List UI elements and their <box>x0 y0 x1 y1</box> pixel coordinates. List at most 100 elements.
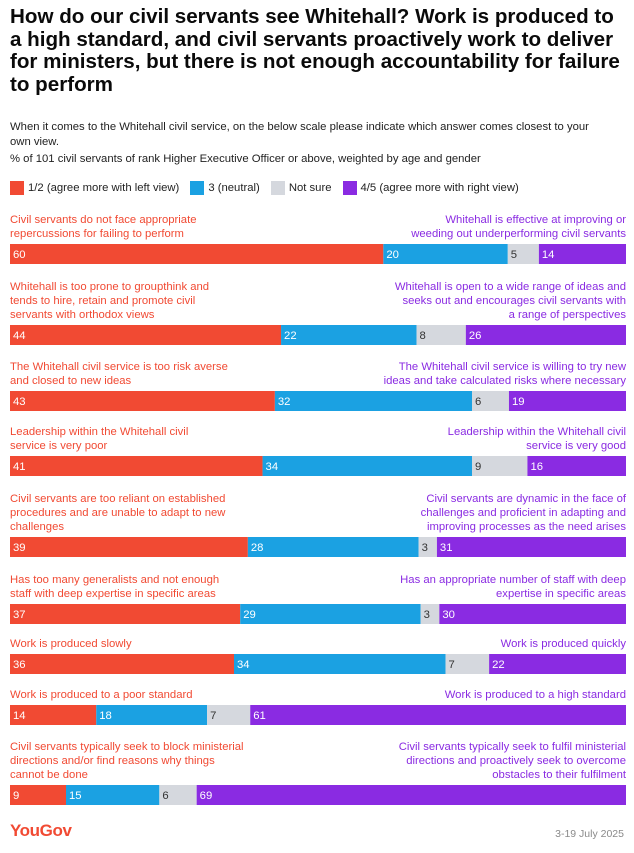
row-9-left-label: directions and/or find reasons why thing… <box>10 755 215 767</box>
chart-note: % of 101 civil servants of rank Higher E… <box>10 153 481 165</box>
row-9-left-label: cannot be done <box>10 769 88 781</box>
bar-value-not-sure: 5 <box>511 249 517 261</box>
bar-segment-right <box>489 654 626 674</box>
row-3-right-label: The Whitehall civil service is willing t… <box>399 361 627 373</box>
bar-segment-right <box>527 456 626 476</box>
row-8-left-label: Work is produced to a poor standard <box>10 689 193 701</box>
row-9-right-label: obstacles to their fulfilment <box>492 769 627 781</box>
bar-segment-neutral <box>247 537 419 557</box>
bar-segment-not-sure <box>472 456 528 476</box>
bar-value-left: 43 <box>13 396 26 408</box>
row-3-right-label: ideas and take calculated risks where ne… <box>384 375 627 387</box>
bar-segment-right <box>538 244 626 264</box>
bar-value-right: 61 <box>253 710 266 722</box>
row-1-left-label: repercussions for failing to perform <box>10 228 184 240</box>
row-1-left-label: Civil servants do not face appropriate <box>10 214 197 226</box>
legend-item-not-sure: Not sure <box>270 181 332 195</box>
bar-value-neutral: 29 <box>243 609 256 621</box>
bar-segment-neutral <box>274 391 472 411</box>
bar-value-left: 37 <box>13 609 26 621</box>
row-5-left-label: Civil servants are too reliant on establ… <box>10 493 225 505</box>
bar-value-not-sure: 7 <box>449 659 455 671</box>
bar-segment-right <box>465 325 626 345</box>
legend-label-left: 1/2 (agree more with left view) <box>28 182 180 194</box>
bar-segment-left <box>10 391 275 411</box>
legend-label-right: 4/5 (agree more with right view) <box>360 182 519 194</box>
legend-label-not-sure: Not sure <box>288 182 332 194</box>
bar-value-right: 19 <box>512 396 525 408</box>
bar-segment-neutral <box>262 456 472 476</box>
bar-value-neutral: 34 <box>266 461 279 473</box>
row-2-left-label: tends to hire, retain and promote civil <box>10 295 195 307</box>
yougov-logo: YouGov <box>10 821 72 840</box>
row-2-right-label: a range of perspectives <box>509 309 627 321</box>
row-6-right-label: Has an appropriate number of staff with … <box>400 574 626 586</box>
bar-segment-neutral <box>240 604 421 624</box>
bar-segment-right <box>250 705 627 725</box>
bar-value-right: 16 <box>530 461 543 473</box>
bar-value-left: 9 <box>13 790 19 802</box>
row-9-left-label: Civil servants typically seek to block m… <box>10 741 244 753</box>
row-5-left-label: challenges <box>10 521 64 533</box>
bar-segment-neutral <box>281 325 417 345</box>
row-2-left-label: Whitehall is too prone to groupthink and <box>10 281 209 293</box>
bar-segment-left <box>10 244 384 264</box>
bar-segment-neutral <box>66 785 160 805</box>
bar-value-left: 60 <box>13 249 26 261</box>
bar-value-not-sure: 7 <box>210 710 216 722</box>
bar-value-neutral: 32 <box>278 396 291 408</box>
row-9-right-label: Civil servants typically seek to fulfil … <box>399 741 626 753</box>
row-1-right-label: weeding out underperforming civil servan… <box>410 228 626 240</box>
bar-segment-left <box>10 705 97 725</box>
chart-title: How do our civil servants see Whitehall?… <box>10 5 620 96</box>
bar-value-not-sure: 9 <box>475 461 481 473</box>
legend-swatch-left <box>10 181 24 195</box>
legend-swatch-neutral <box>190 181 205 195</box>
row-5-right-label: Civil servants are dynamic in the face o… <box>426 493 627 505</box>
row-6-left-label: Has too many generalists and not enough <box>10 574 219 586</box>
row-5-right-label: challenges and proficient in adapting an… <box>421 507 626 519</box>
row-1-right-label: Whitehall is effective at improving or <box>445 214 626 226</box>
row-6-right-label: expertise in specific areas <box>496 588 626 600</box>
bar-segment-left <box>10 604 241 624</box>
row-2-right-label: seeks out and encourages civil servants … <box>402 295 626 307</box>
row-4-right-label: service is very good <box>526 440 626 452</box>
bar-segment-right <box>436 537 626 557</box>
row-5-left-label: procedures and are unable to adapt to ne… <box>10 507 226 519</box>
bar-segment-left <box>10 785 66 805</box>
bar-value-right: 31 <box>440 542 453 554</box>
bar-value-not-sure: 6 <box>475 396 481 408</box>
bar-segment-right <box>439 604 626 624</box>
legend-swatch-not-sure <box>270 181 285 195</box>
row-7-right-label: Work is produced quickly <box>501 638 627 650</box>
row-8-right-label: Work is produced to a high standard <box>445 689 626 701</box>
bar-value-right: 14 <box>542 249 555 261</box>
bar-segment-not-sure <box>418 537 437 557</box>
bar-value-neutral: 15 <box>69 790 82 802</box>
legend-label-neutral: 3 (neutral) <box>208 182 260 194</box>
bar-segment-not-sure <box>507 244 539 264</box>
row-4-right-label: Leadership within the Whitehall civil <box>448 426 626 438</box>
bar-value-neutral: 34 <box>237 659 250 671</box>
bar-value-neutral: 22 <box>284 330 297 342</box>
bar-value-right: 69 <box>200 790 213 802</box>
bar-segment-left <box>10 654 234 674</box>
row-9-right-label: directions and proactively seek to overc… <box>406 755 626 767</box>
row-3-left-label: and closed to new ideas <box>10 375 132 387</box>
bar-segment-neutral <box>96 705 208 725</box>
bar-segment-left <box>10 325 282 345</box>
bar-segment-not-sure <box>445 654 490 674</box>
bar-value-neutral: 20 <box>386 249 399 261</box>
legend: 1/2 (agree more with left view) 3 (neutr… <box>10 181 530 195</box>
fieldwork-date: 3-19 July 2025 <box>555 828 624 840</box>
bar-segment-right <box>508 391 626 411</box>
bar-value-not-sure: 3 <box>424 609 430 621</box>
bar-value-not-sure: 3 <box>422 542 428 554</box>
bar-segment-not-sure <box>159 785 197 805</box>
bar-value-left: 36 <box>13 659 26 671</box>
bar-value-left: 39 <box>13 542 26 554</box>
bar-value-left: 14 <box>13 710 26 722</box>
bar-segment-not-sure <box>420 604 440 624</box>
row-3-left-label: The Whitehall civil service is too risk … <box>10 361 228 373</box>
